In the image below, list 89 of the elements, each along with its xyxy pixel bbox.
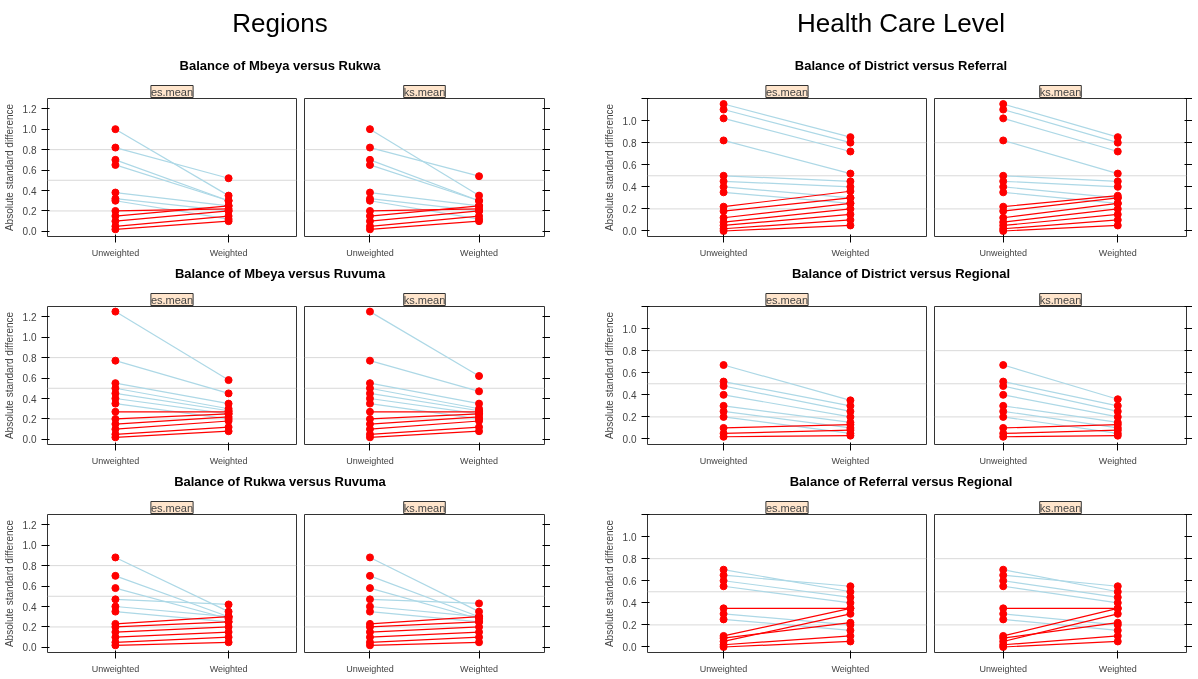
y-tick-label: 0.4 <box>22 601 37 613</box>
y-axis-title: Absolute standard difference <box>3 103 15 232</box>
y-tick-label: 0.6 <box>22 581 37 593</box>
y-tick-label: 0.2 <box>22 413 37 425</box>
x-tick-label: Unweighted <box>979 663 1027 674</box>
y-axis-title: Absolute standard difference <box>3 519 15 648</box>
x-tick-label: Weighted <box>831 663 870 674</box>
y-tick-label: 0.8 <box>22 352 37 364</box>
x-tick-label: Weighted <box>460 455 498 466</box>
x-tick-label: Unweighted <box>699 247 748 258</box>
chart-subtitle: es.mean <box>150 293 194 306</box>
y-axis-title: Absolute standard difference <box>603 103 615 232</box>
chart-subtitle: es.mean <box>150 501 194 514</box>
chart-title: Balance of Mbeya versus Ruvuma <box>174 266 386 281</box>
chart-subtitle: ks.mean <box>403 293 446 306</box>
x-tick-label: Unweighted <box>979 455 1027 466</box>
x-tick-label: Unweighted <box>699 455 748 466</box>
y-tick-label: 1.2 <box>22 103 37 115</box>
chart-subtitle: es.mean <box>765 85 809 98</box>
chart-subtitle: ks.mean <box>1039 85 1082 98</box>
y-tick-label: 0.0 <box>22 434 37 446</box>
x-tick-label: Weighted <box>209 663 248 674</box>
x-tick-label: Unweighted <box>91 247 140 258</box>
x-tick-label: Unweighted <box>346 455 394 466</box>
chart-title: Balance of Mbeya versus Rukwa <box>179 58 381 73</box>
y-tick-label: 0.8 <box>622 137 637 149</box>
chart-subtitle: ks.mean <box>403 501 446 514</box>
chart-subtitle: ks.mean <box>1039 293 1082 306</box>
x-tick-label: Weighted <box>460 247 498 258</box>
y-tick-label: 0.4 <box>22 185 37 197</box>
chart-title: Balance of Rukwa versus Ruvuma <box>174 474 386 489</box>
y-tick-label: 0.0 <box>22 642 37 654</box>
y-tick-label: 0.4 <box>622 389 637 401</box>
y-tick-label: 1.0 <box>22 540 37 552</box>
y-tick-label: 0.6 <box>22 373 37 385</box>
x-tick-label: Weighted <box>831 247 870 258</box>
x-tick-label: Weighted <box>460 663 498 674</box>
y-tick-label: 0.2 <box>622 619 637 631</box>
x-tick-label: Weighted <box>209 455 248 466</box>
x-tick-label: Unweighted <box>91 663 140 674</box>
text: Health Care Level <box>796 7 1006 40</box>
chart-subtitle: es.mean <box>765 293 809 306</box>
y-tick-label: 0.0 <box>622 433 637 445</box>
text: Regions <box>232 7 328 40</box>
y-axis-title: Absolute standard difference <box>3 311 15 440</box>
y-tick-label: 0.8 <box>622 553 637 565</box>
x-tick-label: Unweighted <box>346 663 394 674</box>
x-tick-label: Weighted <box>831 455 870 466</box>
y-tick-label: 1.0 <box>22 124 37 136</box>
chart-subtitle: ks.mean <box>1039 501 1082 514</box>
y-tick-label: 0.4 <box>622 181 637 193</box>
y-tick-label: 1.0 <box>22 332 37 344</box>
x-tick-label: Unweighted <box>91 455 140 466</box>
y-tick-label: 0.6 <box>622 159 637 171</box>
y-tick-label: 0.8 <box>22 560 37 572</box>
y-tick-label: 0.0 <box>622 641 637 653</box>
x-tick-label: Unweighted <box>699 663 748 674</box>
y-tick-label: 0.0 <box>622 225 637 237</box>
y-tick-label: 0.6 <box>622 575 637 587</box>
y-tick-label: 1.2 <box>22 519 37 531</box>
y-tick-label: 1.0 <box>622 531 637 543</box>
x-tick-label: Weighted <box>1098 663 1137 674</box>
chart-title: Balance of District versus Referral <box>794 58 1008 73</box>
y-tick-label: 1.0 <box>622 323 637 335</box>
y-tick-label: 1.0 <box>622 115 637 127</box>
x-tick-label: Weighted <box>209 247 248 258</box>
chart-title: Balance of District versus Regional <box>791 266 1011 281</box>
chart-title: Balance of Referral versus Regional <box>789 474 1013 489</box>
y-tick-label: 0.2 <box>22 205 37 217</box>
x-tick-label: Unweighted <box>979 247 1027 258</box>
x-tick-label: Weighted <box>1098 247 1137 258</box>
chart-subtitle: ks.mean <box>403 85 446 98</box>
y-tick-label: 0.4 <box>622 597 637 609</box>
y-axis-title: Absolute standard difference <box>603 519 615 648</box>
y-tick-label: 0.8 <box>22 144 37 156</box>
chart-subtitle: es.mean <box>765 501 809 514</box>
y-tick-label: 0.8 <box>622 345 637 357</box>
y-axis-title: Absolute standard difference <box>603 311 615 440</box>
y-tick-label: 0.0 <box>22 226 37 238</box>
y-tick-label: 0.6 <box>622 367 637 379</box>
y-tick-label: 0.2 <box>622 203 637 215</box>
y-tick-label: 0.4 <box>22 393 37 405</box>
x-tick-label: Weighted <box>1098 455 1137 466</box>
y-tick-label: 0.6 <box>22 165 37 177</box>
x-tick-label: Unweighted <box>346 247 394 258</box>
y-tick-label: 0.2 <box>622 411 637 423</box>
y-tick-label: 1.2 <box>22 311 37 323</box>
chart-subtitle: es.mean <box>150 85 194 98</box>
y-tick-label: 0.2 <box>22 621 37 633</box>
